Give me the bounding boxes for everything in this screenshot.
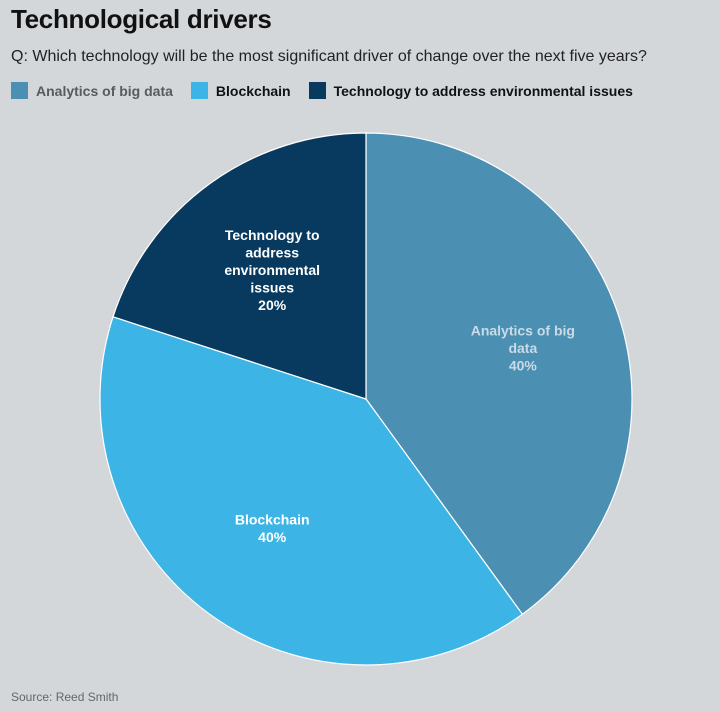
slice-label-line: 40% — [258, 529, 287, 545]
slice-label-line: Blockchain — [235, 511, 310, 527]
chart-subtitle: Q: Which technology will be the most sig… — [11, 48, 647, 65]
legend-swatch-blockchain — [190, 82, 208, 99]
slice-label-line: 40% — [509, 358, 538, 374]
slice-label-line: issues — [250, 279, 294, 295]
legend-label-environmental: Technology to address environmental issu… — [333, 82, 633, 99]
slice-label-environmental: Technology to address environmental issues 2… — [224, 227, 320, 313]
legend-label-analytics: Analytics of big data — [36, 82, 173, 99]
source-note: Source: Reed Smith — [11, 690, 119, 704]
legend-item-analytics: Analytics of big data — [11, 82, 173, 99]
legend-item-environmental: Technology to address environmental issu… — [308, 82, 633, 99]
slice-label-line: data — [508, 340, 537, 356]
legend-item-blockchain: Blockchain — [190, 82, 291, 99]
pie-slice-analytics — [365, 132, 633, 616]
pie-slice-environmental — [112, 132, 367, 400]
legend-swatch-environmental — [308, 82, 326, 99]
pie-slice-blockchain — [99, 316, 524, 666]
legend-label-blockchain: Blockchain — [215, 82, 291, 99]
legend-swatch-analytics — [11, 82, 28, 99]
slice-label-blockchain: Blockchain 40% — [235, 511, 310, 545]
legend: Analytics of big data Blockchain Technol… — [11, 82, 651, 99]
slice-label-line: address — [245, 244, 299, 260]
slice-label-line: 20% — [258, 297, 287, 313]
slice-label-line: Technology to — [225, 227, 320, 243]
chart-title: Technological drivers — [11, 4, 272, 34]
slice-label-line: Analytics of big — [471, 323, 575, 339]
slice-label-analytics: Analytics of big data 40% — [471, 323, 575, 374]
slice-labels: Analytics of big data 40% Blockchain 40% Tech… — [224, 227, 575, 545]
slice-label-line: environmental — [224, 262, 320, 278]
